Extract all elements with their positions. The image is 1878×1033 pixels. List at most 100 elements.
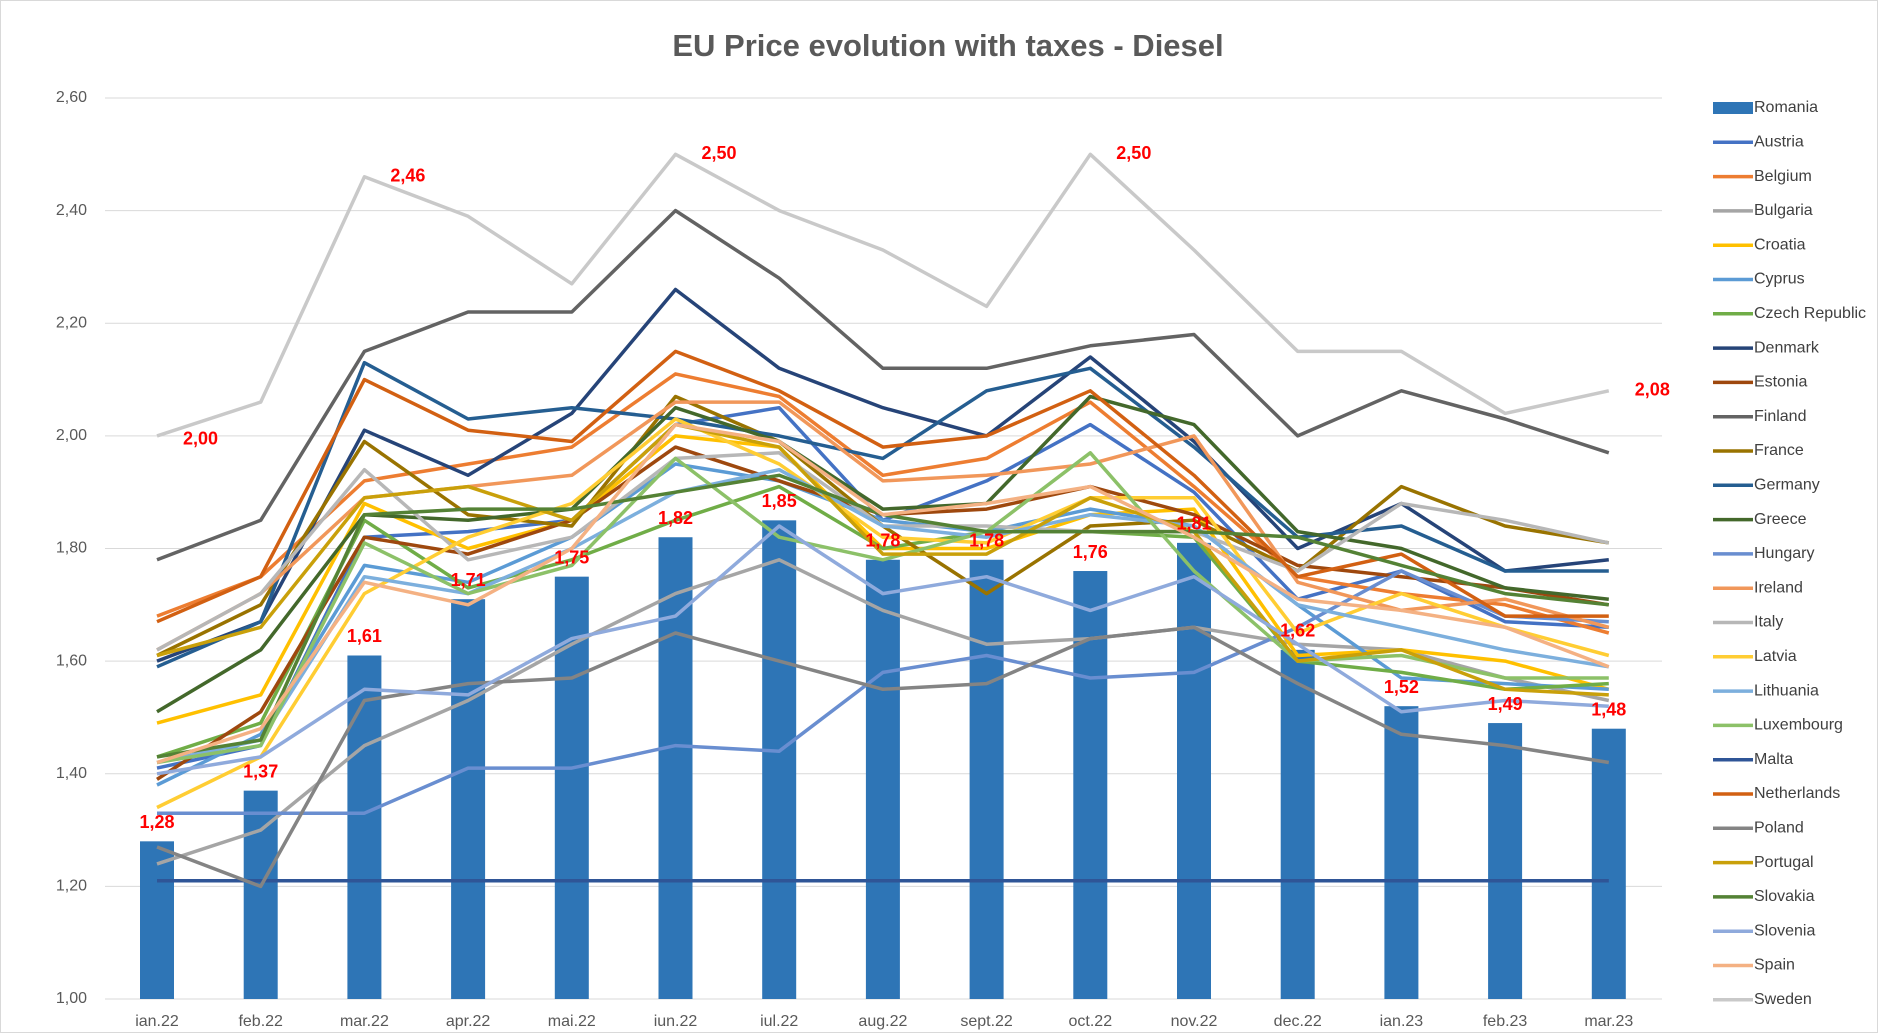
bar	[140, 841, 174, 999]
legend-label: Finland	[1754, 408, 1806, 425]
legend-label: Estonia	[1754, 374, 1807, 391]
series-line	[156, 451, 1609, 765]
x-tick-label: feb.23	[1483, 1013, 1528, 1030]
data-label: 1,71	[451, 570, 486, 590]
data-label: 2,46	[390, 166, 425, 186]
y-tick-label: 2,00	[56, 427, 87, 444]
legend-label: Czech Republic	[1754, 305, 1866, 322]
legend-label: Denmark	[1754, 339, 1820, 356]
bar	[1073, 571, 1108, 999]
legend-label: Slovenia	[1754, 922, 1815, 939]
data-label: 1,81	[1176, 514, 1211, 534]
data-label: 1,76	[1073, 542, 1108, 562]
legend-label: Malta	[1754, 751, 1793, 768]
legend-label: Cyprus	[1754, 271, 1805, 288]
bar	[451, 599, 486, 999]
legend-label: Spain	[1754, 957, 1795, 974]
series-line	[156, 208, 1610, 562]
series-line	[156, 394, 1609, 714]
legend-label: Romania	[1754, 99, 1818, 116]
data-label: 1,61	[347, 626, 382, 646]
bar	[243, 790, 278, 999]
bar	[1384, 706, 1419, 999]
y-tick-label: 1,00	[56, 990, 87, 1007]
x-tick-label: apr.22	[446, 1013, 491, 1030]
bar	[1488, 723, 1523, 999]
series-line	[156, 422, 1609, 697]
bar	[1177, 542, 1211, 999]
legend-label: Austria	[1754, 134, 1804, 151]
data-label: 1,48	[1591, 699, 1626, 719]
x-tick-label: nov.22	[1171, 1013, 1218, 1030]
bar	[1591, 728, 1626, 999]
bar	[969, 559, 1004, 999]
x-tick-label: mai.22	[548, 1013, 596, 1030]
y-tick-label: 1,80	[56, 540, 87, 557]
y-tick-label: 2,40	[56, 202, 87, 219]
x-tick-label: mar.23	[1584, 1013, 1633, 1030]
x-tick-label: iul.22	[760, 1013, 798, 1030]
y-tick-label: 2,20	[56, 314, 87, 331]
series-line	[157, 569, 1609, 815]
x-tick-label: feb.22	[238, 1013, 283, 1030]
y-tick-label: 1,40	[56, 765, 87, 782]
data-label: 1,62	[1280, 621, 1315, 641]
legend-label: Ireland	[1754, 579, 1803, 596]
series-line	[156, 558, 1610, 866]
series-line	[156, 467, 1610, 765]
legend-label: Bulgaria	[1754, 202, 1813, 219]
y-tick-label: 1,60	[56, 652, 87, 669]
legend-swatch	[1713, 102, 1753, 114]
series-line	[156, 287, 1609, 663]
data-label: 1,28	[139, 812, 174, 832]
data-label: 2,50	[702, 143, 737, 163]
bar	[1280, 649, 1315, 999]
data-label: 1,75	[554, 547, 589, 567]
legend-label: Poland	[1754, 820, 1804, 837]
legend-label: Italy	[1754, 614, 1783, 631]
bar	[347, 655, 382, 999]
legend-label: Sweden	[1754, 991, 1812, 1008]
data-label: 2,08	[1635, 380, 1670, 400]
series-line	[156, 524, 1609, 776]
data-label: 1,37	[243, 761, 278, 781]
legend-label: Greece	[1754, 511, 1807, 528]
series-line	[156, 625, 1610, 889]
series-line	[156, 349, 1609, 624]
bar	[762, 520, 797, 999]
legend-label: Luxembourg	[1754, 717, 1843, 734]
bar	[865, 559, 900, 999]
y-tick-label: 2,60	[56, 89, 87, 106]
series-line	[156, 152, 1610, 438]
data-label: 1,49	[1488, 694, 1523, 714]
x-tick-label: aug.22	[858, 1013, 907, 1030]
legend-label: Slovakia	[1754, 888, 1815, 905]
legend-label: Hungary	[1754, 545, 1814, 562]
legend-label: France	[1754, 442, 1804, 459]
chart-title: EU Price evolution with taxes - Diesel	[672, 28, 1223, 63]
legend-label: Latvia	[1754, 648, 1797, 665]
legend-label: Lithuania	[1754, 682, 1819, 699]
data-label: 1,52	[1384, 677, 1419, 697]
y-tick-label: 1,20	[56, 878, 87, 895]
x-tick-label: iun.22	[654, 1013, 698, 1030]
legend-label: Germany	[1754, 477, 1820, 494]
bar	[554, 576, 589, 999]
data-label: 1,85	[762, 491, 797, 511]
x-tick-label: oct.22	[1069, 1013, 1113, 1030]
legend-label: Croatia	[1754, 236, 1806, 253]
data-label: 2,50	[1116, 143, 1151, 163]
series-line	[156, 360, 1609, 669]
series-line	[156, 422, 1610, 765]
data-label: 1,82	[658, 508, 693, 528]
data-label: 1,78	[865, 531, 900, 551]
x-tick-label: mar.22	[340, 1013, 389, 1030]
legend-label: Portugal	[1754, 854, 1814, 871]
x-tick-label: ian.23	[1380, 1013, 1424, 1030]
x-tick-label: sept.22	[960, 1013, 1013, 1030]
data-label: 1,78	[969, 531, 1004, 551]
legend-label: Netherlands	[1754, 785, 1840, 802]
x-tick-label: dec.22	[1274, 1013, 1322, 1030]
